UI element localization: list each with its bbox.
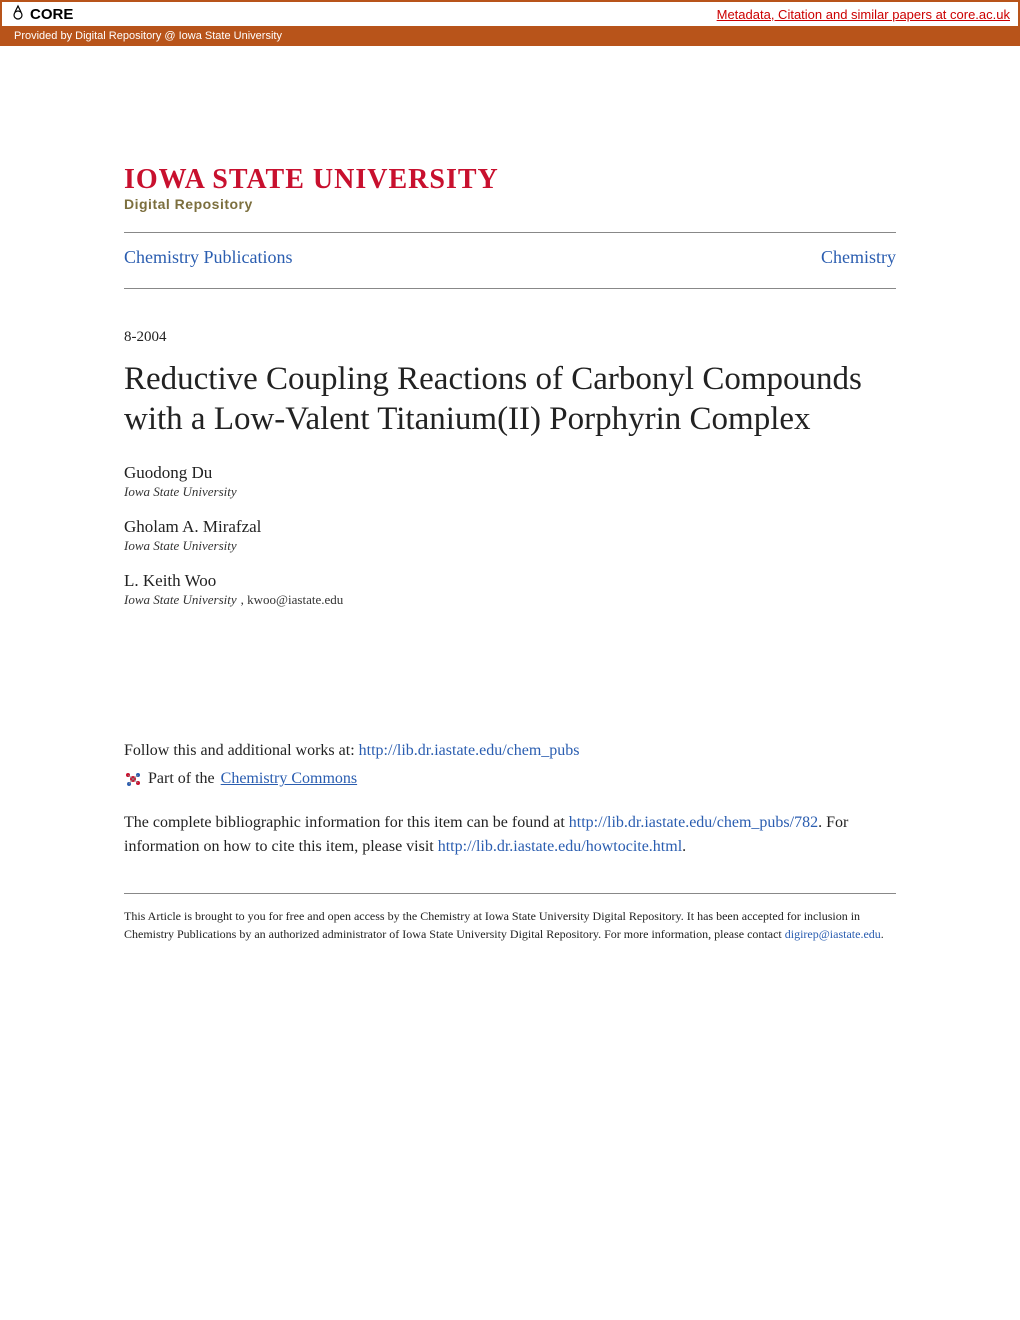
citation-section: The complete bibliographic information f… [124,811,896,859]
institution-logo: IOWA STATE UNIVERSITY Digital Repository [124,166,896,212]
breadcrumb-nav: Chemistry Publications Chemistry [124,247,896,268]
partof-text: Part of the [148,767,215,791]
citation-text-pre: The complete bibliographic information f… [124,814,569,831]
footer-section: This Article is brought to you for free … [124,893,896,943]
network-icon [124,770,142,788]
paper-title: Reductive Coupling Reactions of Carbonyl… [124,360,896,439]
follow-works-link[interactable]: http://lib.dr.iastate.edu/chem_pubs [359,742,580,759]
commons-link[interactable]: Chemistry Commons [221,767,357,791]
divider-top [124,232,896,233]
follow-section: Follow this and additional works at: htt… [124,739,896,791]
university-name: IOWA STATE UNIVERSITY [124,166,896,194]
core-provider-text: Provided by Digital Repository @ Iowa St… [0,28,1020,46]
author-affiliation: Iowa State University [124,592,237,607]
footer-text: This Article is brought to you for free … [124,909,860,940]
core-banner: CORE Metadata, Citation and similar pape… [0,0,1020,46]
divider-nav [124,288,896,289]
follow-text: Follow this and additional works at: [124,742,359,759]
page-content: IOWA STATE UNIVERSITY Digital Repository… [0,46,1020,943]
core-brand-text: CORE [30,6,73,23]
author-affiliation: Iowa State University [124,484,237,499]
footer-text-end: . [881,927,884,941]
author-block-1: Guodong Du Iowa State University [124,463,896,501]
bibliographic-link[interactable]: http://lib.dr.iastate.edu/chem_pubs/782 [569,814,818,831]
author-email: , kwoo@iastate.edu [241,592,344,607]
publication-date: 8-2004 [124,329,896,346]
core-metadata-link[interactable]: Metadata, Citation and similar papers at… [717,7,1010,22]
author-name: Guodong Du [124,463,896,483]
author-block-3: L. Keith Woo Iowa State University , kwo… [124,571,896,609]
author-name: L. Keith Woo [124,571,896,591]
core-logo-icon [10,4,26,25]
author-name: Gholam A. Mirafzal [124,517,896,537]
contact-email-link[interactable]: digirep@iastate.edu [785,927,881,941]
core-brand: CORE [10,4,73,25]
repository-subtitle: Digital Repository [124,196,896,212]
howtocite-link[interactable]: http://lib.dr.iastate.edu/howtocite.html [438,838,682,855]
author-affiliation: Iowa State University [124,538,237,553]
nav-department-link[interactable]: Chemistry [821,247,896,268]
author-block-2: Gholam A. Mirafzal Iowa State University [124,517,896,555]
citation-text-post: . [682,838,686,855]
core-banner-top: CORE Metadata, Citation and similar pape… [0,0,1020,28]
partof-row: Part of the Chemistry Commons [124,767,896,791]
nav-collection-link[interactable]: Chemistry Publications [124,247,293,268]
